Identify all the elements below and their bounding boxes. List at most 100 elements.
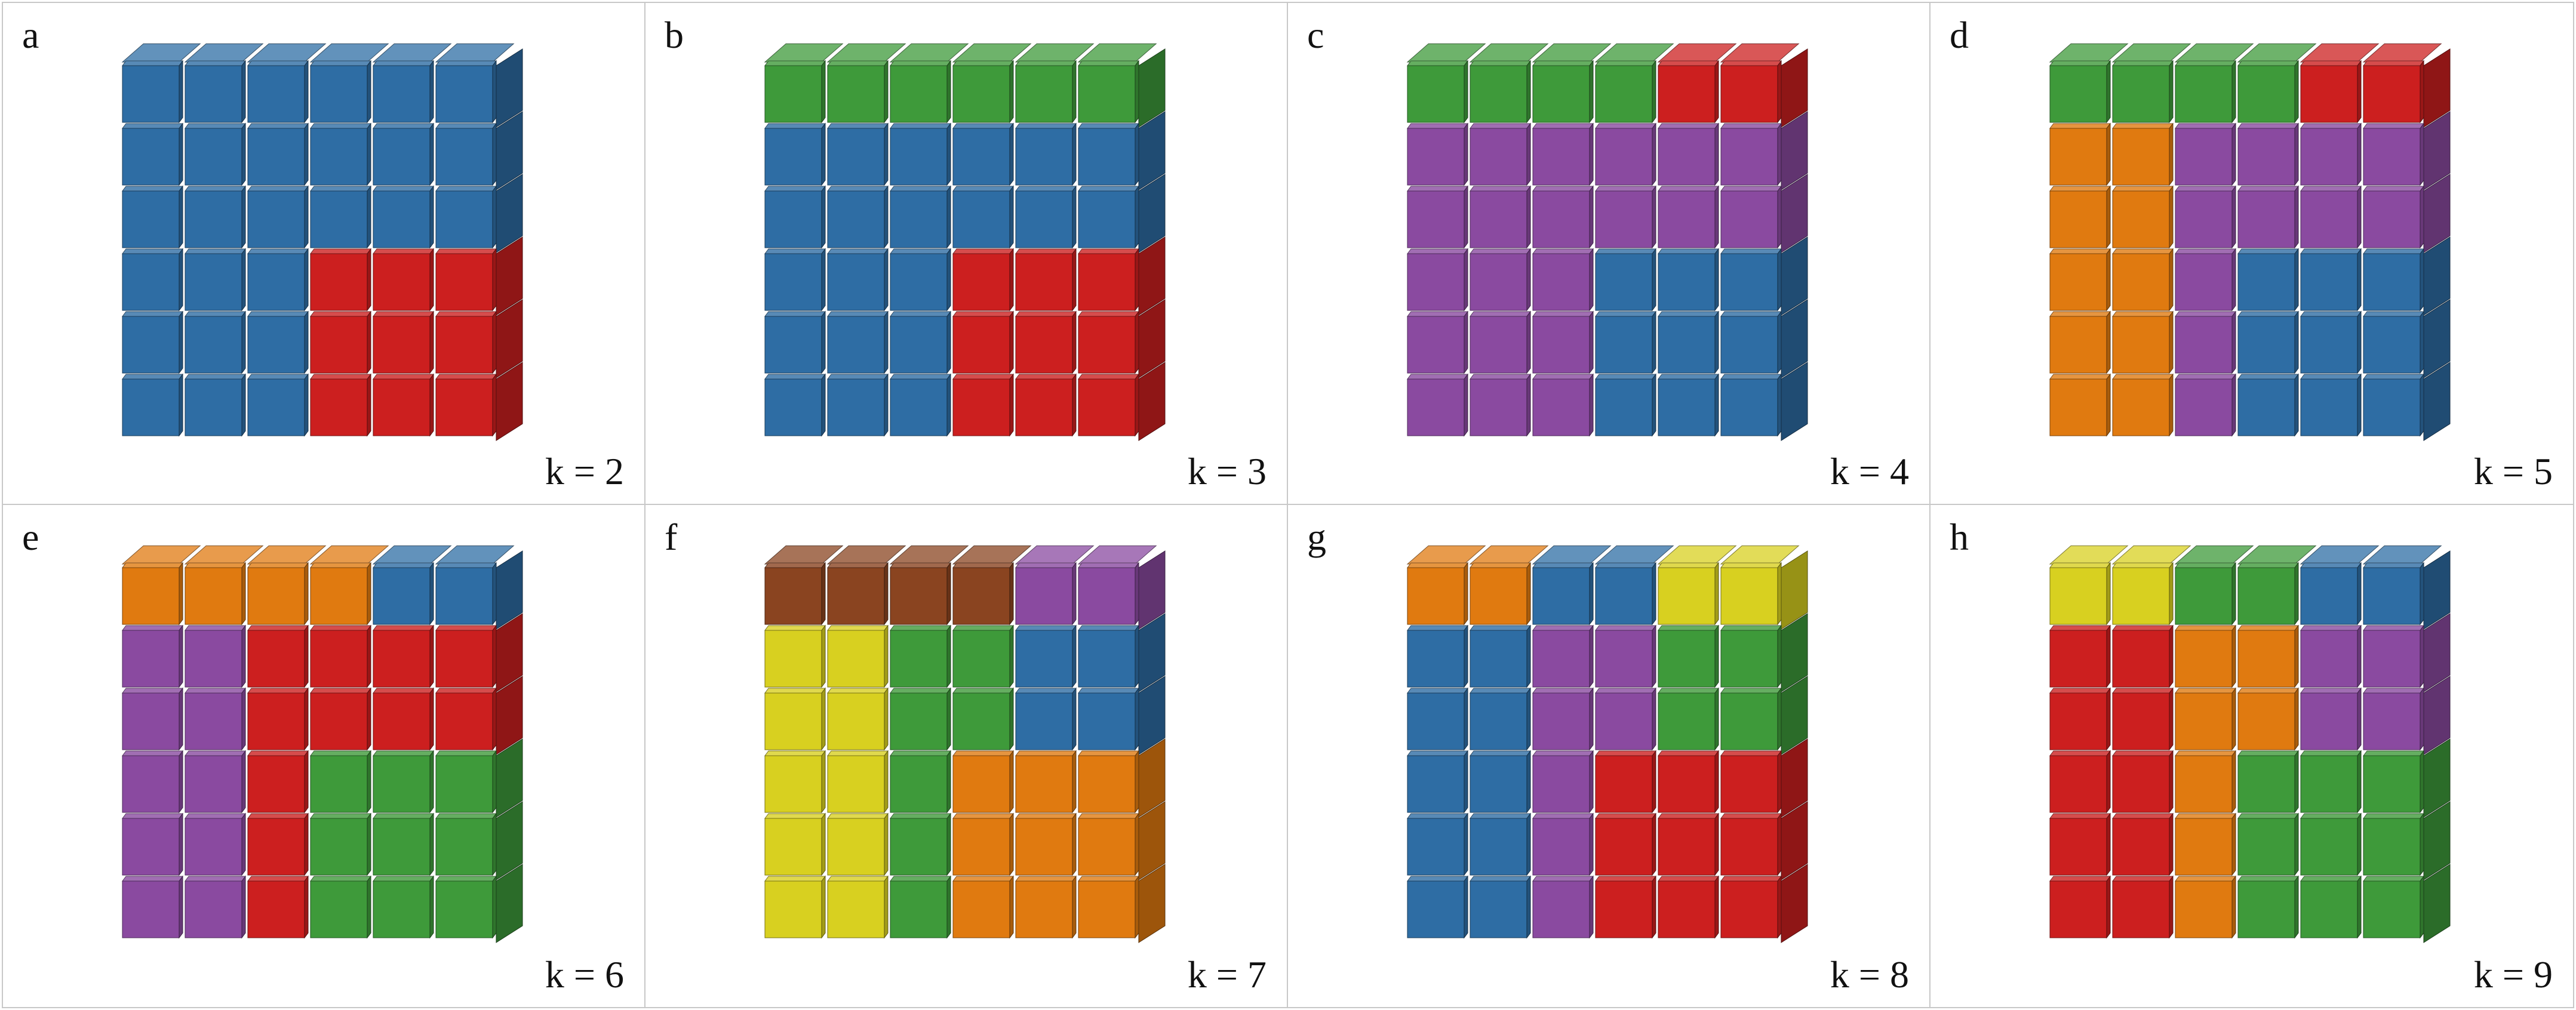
voxel-side-bevel (429, 60, 434, 124)
voxel-front-face (310, 755, 368, 813)
voxel-bevel (1532, 813, 1594, 819)
voxel-front-face (890, 630, 948, 688)
voxel-side-bevel (1714, 373, 1719, 437)
voxel-side-bevel (2420, 687, 2424, 751)
voxel-side-bevel (492, 624, 497, 688)
voxel-bevel (1015, 625, 1077, 631)
voxel-side-bevel (2106, 812, 2111, 876)
voxel-bevel (1470, 374, 1531, 380)
voxel-bevel (1470, 813, 1531, 819)
voxel-bevel (1407, 186, 1468, 192)
voxel-side-bevel (492, 122, 497, 186)
voxel-side-bevel (1777, 122, 1782, 186)
k-label: k = 6 (545, 953, 624, 996)
voxel-side-bevel (1009, 310, 1014, 374)
voxel-side-bevel (1652, 687, 1656, 751)
voxel-side-bevel (367, 60, 371, 124)
voxel-bevel (827, 374, 889, 380)
voxel-side-bevel (821, 185, 826, 249)
voxel-bevel (2237, 750, 2299, 756)
voxel-front-face (1532, 128, 1590, 186)
voxel-bevel (2175, 248, 2236, 254)
voxel-side-bevel (1652, 750, 1656, 814)
panel-f: f k = 7 (645, 505, 1288, 1007)
voxel-bevel (185, 876, 246, 882)
voxel-bevel (1407, 311, 1468, 317)
voxel-side-bevel (1464, 60, 1468, 124)
voxel-bevel (2049, 374, 2111, 380)
voxel-bevel (827, 248, 889, 254)
voxel-side-bevel (1009, 248, 1014, 312)
voxel-front-face (247, 128, 305, 186)
voxel-front-face (1015, 253, 1073, 311)
voxel-front-face (1658, 190, 1716, 248)
voxel-front-face (827, 630, 885, 688)
voxel-front-face (1078, 253, 1136, 311)
voxel-side-bevel (2420, 310, 2424, 374)
voxel-front-face (122, 65, 180, 123)
voxel-bevel (890, 374, 951, 380)
voxel-front-face (1595, 567, 1653, 625)
voxel-side-bevel (1464, 562, 1468, 626)
voxel-side-bevel (492, 310, 497, 374)
voxel-bevel (1595, 750, 1656, 756)
voxel-bevel (764, 123, 826, 129)
voxel-front-face (1595, 253, 1653, 311)
voxel-side-bevel (2294, 122, 2299, 186)
voxel-side-bevel (2231, 562, 2236, 626)
voxel-bevel (1015, 123, 1077, 129)
voxel-side-bevel (1652, 562, 1656, 626)
k-label: k = 2 (545, 450, 624, 492)
voxel-front-face (1595, 128, 1653, 186)
voxel-bevel (1470, 248, 1531, 254)
voxel-side-bevel (2357, 122, 2362, 186)
voxel-front-face (1720, 128, 1778, 186)
voxel-side-bevel (1135, 875, 1139, 939)
voxel-front-face (2363, 692, 2421, 750)
voxel-side-bevel (1072, 562, 1077, 626)
voxel-side-bevel (1009, 750, 1014, 814)
voxel-front-face (310, 128, 368, 186)
voxel-front-face (373, 316, 431, 374)
voxel-front-face (890, 880, 948, 938)
voxel-bevel (2175, 625, 2236, 631)
voxel-side-bevel (1589, 122, 1594, 186)
voxel-front-face (2300, 692, 2358, 750)
panel-g: g k = 8 (1288, 505, 1931, 1007)
voxel-side-bevel (179, 875, 183, 939)
voxel-side-bevel (304, 687, 309, 751)
voxel-bevel (435, 374, 497, 380)
voxel-front-face (1532, 253, 1590, 311)
voxel-side-bevel (2169, 687, 2174, 751)
voxel-front-face (1532, 567, 1590, 625)
voxel-bevel (2237, 60, 2299, 66)
voxel-front-face (1470, 65, 1527, 123)
voxel-side-bevel (821, 310, 826, 374)
voxel-front-face (2237, 65, 2295, 123)
voxel-bevel (764, 876, 826, 882)
voxel-side-bevel (2231, 122, 2236, 186)
voxel-side-bevel (1464, 122, 1468, 186)
voxel-side-bevel (1464, 185, 1468, 249)
panel-h: h k = 9 (1931, 505, 2573, 1007)
voxel-side-bevel (429, 750, 434, 814)
voxel-side-bevel (1714, 185, 1719, 249)
voxel-front-face (1470, 567, 1527, 625)
voxel-front-face (2112, 630, 2170, 688)
voxel-side-bevel (2169, 812, 2174, 876)
voxel-side-bevel (304, 373, 309, 437)
voxel-front-face (1015, 128, 1073, 186)
voxel-front-face (1078, 630, 1136, 688)
voxel-bevel (310, 374, 371, 380)
voxel-side-bevel (1777, 687, 1782, 751)
voxel-bevel (310, 60, 371, 66)
voxel-bevel (2363, 562, 2424, 568)
voxel-front-face (2300, 755, 2358, 813)
voxel-front-face (1470, 128, 1527, 186)
panel-letter: e (22, 516, 39, 558)
voxel-bevel (2300, 562, 2362, 568)
voxel-front-face (2049, 253, 2107, 311)
voxel-bevel (2175, 311, 2236, 317)
voxel-bevel (2363, 688, 2424, 694)
